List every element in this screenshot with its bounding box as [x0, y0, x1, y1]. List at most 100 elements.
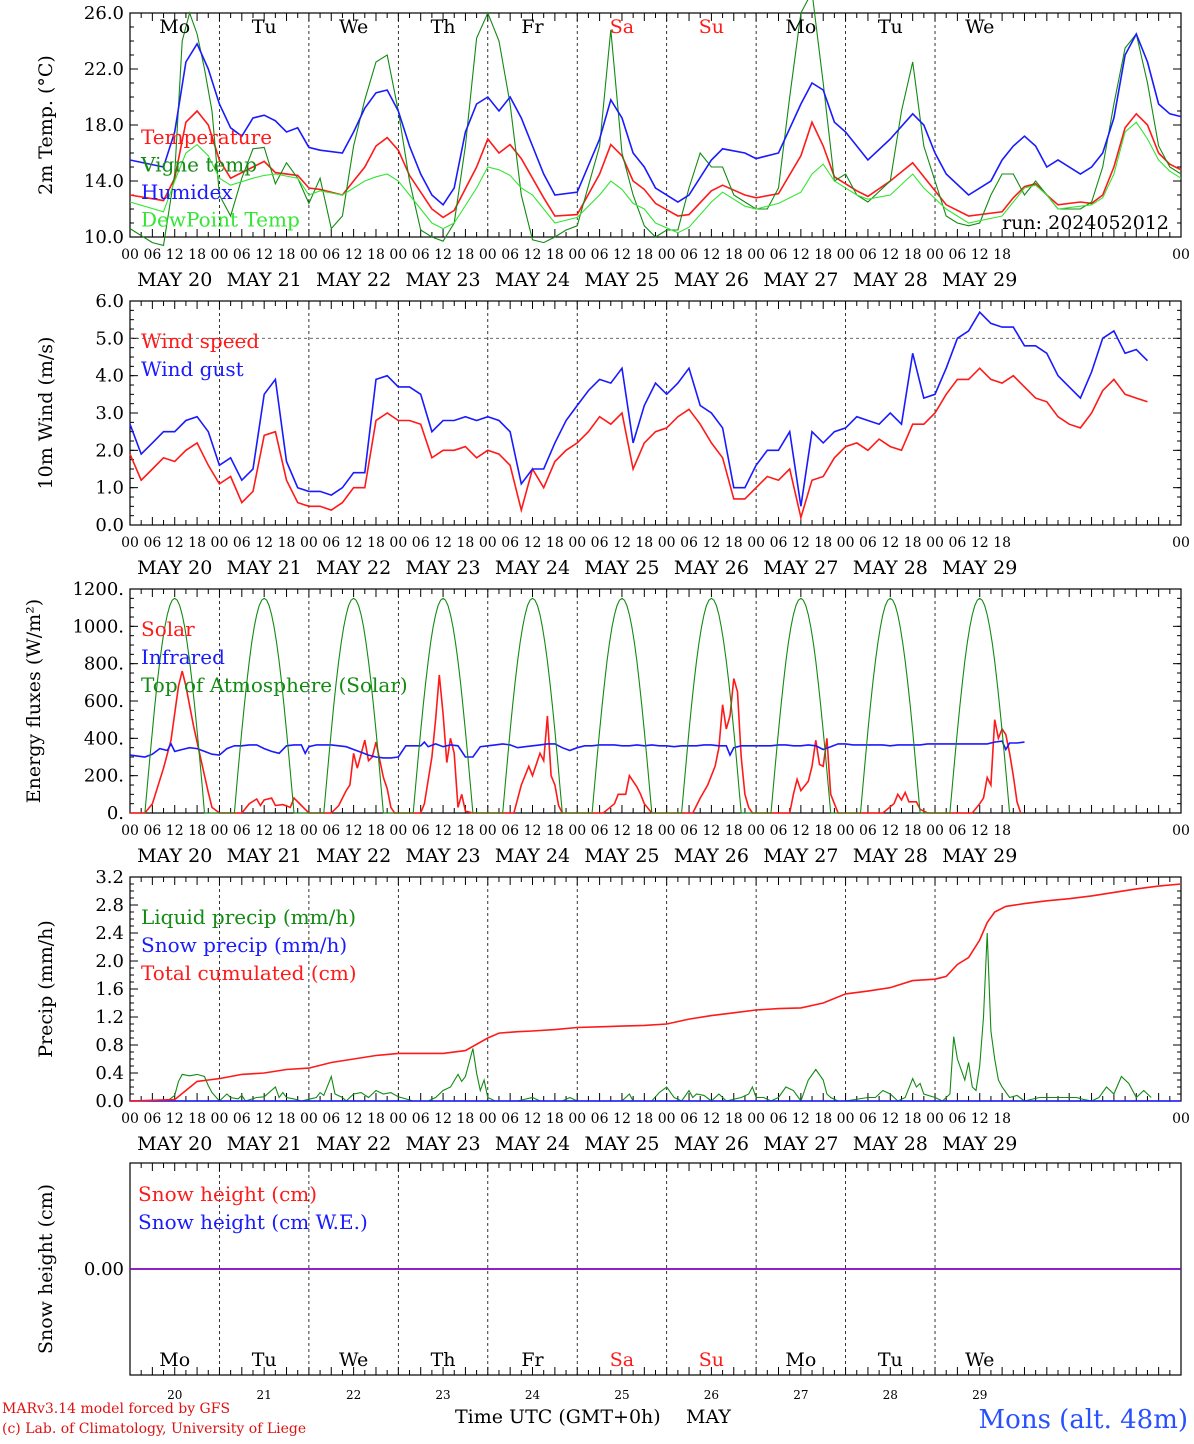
y-tick-label: 10.0: [84, 227, 124, 248]
y-tick-label: 2.0: [95, 951, 124, 972]
y-tick-label: 2.8: [95, 895, 124, 916]
hour-label: 18: [993, 823, 1011, 839]
hour-label: 06: [948, 823, 966, 839]
hour-label: 00: [747, 1111, 765, 1127]
y-tick-label: 1.0: [95, 478, 124, 499]
hour-label: 00: [300, 247, 318, 263]
hour-label: 06: [591, 535, 609, 551]
hour-label: 18: [457, 247, 475, 263]
hour-label: 12: [702, 535, 720, 551]
hour-label: 12: [166, 535, 184, 551]
hour-label: 12: [613, 823, 631, 839]
date-label: MAY 27: [763, 1133, 838, 1155]
date-label: MAY 24: [495, 1133, 570, 1155]
weekday-label: Tu: [252, 16, 277, 38]
date-label: MAY 29: [942, 557, 1017, 579]
weekday-label: Sa: [610, 1349, 634, 1371]
hour-label: 18: [546, 535, 564, 551]
hour-label: 00: [1172, 823, 1190, 839]
series-line-total-cumulated-cm: [129, 883, 1182, 1102]
date-label: MAY 25: [584, 1133, 659, 1155]
date-label: MAY 28: [853, 845, 928, 867]
hour-label: 12: [166, 1111, 184, 1127]
legend-total-cumulated-cm: Total cumulated (cm): [141, 961, 357, 985]
hour-label: 18: [904, 1111, 922, 1127]
hour-label: 12: [702, 247, 720, 263]
day-number-label: 23: [435, 1388, 450, 1402]
date-label: MAY 29: [942, 269, 1017, 291]
series-line-humidex: [129, 32, 1182, 207]
weekday-label: Sa: [610, 16, 634, 38]
hour-label: 12: [881, 247, 899, 263]
weekday-label: Th: [431, 1349, 456, 1371]
y-tick-label: 1000.: [72, 616, 124, 637]
hour-label: 06: [233, 535, 251, 551]
weekday-label: Mo: [159, 16, 190, 38]
hour-label: 00: [658, 247, 676, 263]
weekday-label: Th: [431, 16, 456, 38]
hour-label: 12: [613, 247, 631, 263]
date-label: MAY 22: [316, 269, 391, 291]
hour-label: 18: [188, 535, 206, 551]
hour-label: 06: [680, 823, 698, 839]
hour-label: 12: [971, 535, 989, 551]
y-tick-label: 2.0: [95, 440, 124, 461]
legend-liquid-precip-mm-h: Liquid precip (mm/h): [141, 905, 356, 929]
series-line-dewpoint-temp: [129, 121, 1182, 234]
hour-label: 12: [345, 247, 363, 263]
hour-label: 18: [635, 1111, 653, 1127]
y-tick-label: 4.0: [95, 366, 124, 387]
hour-label: 06: [680, 247, 698, 263]
hour-label: 18: [725, 823, 743, 839]
hour-label: 00: [389, 535, 407, 551]
hour-label: 12: [792, 1111, 810, 1127]
date-label: MAY 20: [137, 269, 212, 291]
hour-label: 06: [948, 535, 966, 551]
hour-label: 18: [904, 823, 922, 839]
hour-label: 12: [881, 535, 899, 551]
hour-label: 06: [412, 247, 430, 263]
series-line-temperature: [129, 109, 1182, 219]
hour-label: 18: [457, 1111, 475, 1127]
hour-label: 00: [300, 535, 318, 551]
date-label: MAY 22: [316, 1133, 391, 1155]
date-label: MAY 22: [316, 845, 391, 867]
hour-label: 00: [658, 1111, 676, 1127]
hour-label: 12: [345, 1111, 363, 1127]
y-axis-label: Energy fluxes (W/m²): [23, 599, 45, 803]
date-label: MAY 21: [227, 1133, 302, 1155]
hour-label: 06: [322, 823, 340, 839]
date-label: MAY 23: [405, 1133, 480, 1155]
legend-wind-gust: Wind gust: [141, 357, 244, 381]
date-label: MAY 29: [942, 845, 1017, 867]
hour-label: 12: [255, 1111, 273, 1127]
hour-label: 12: [524, 823, 542, 839]
y-axis-label: 10m Wind (m/s): [35, 337, 57, 490]
hour-label: 00: [479, 1111, 497, 1127]
hour-label: 00: [211, 823, 229, 839]
hour-label: 06: [143, 823, 161, 839]
hour-label: 12: [434, 535, 452, 551]
hour-label: 06: [322, 1111, 340, 1127]
hour-label: 06: [412, 823, 430, 839]
series-line-top-of-atmosphere-solar: [144, 597, 1011, 814]
weekday-label: Fr: [521, 1349, 544, 1371]
hour-label: 00: [389, 1111, 407, 1127]
hour-label: 00: [747, 535, 765, 551]
date-label: MAY 23: [405, 269, 480, 291]
footer-copyright: (c) Lab. of Climatology, University of L…: [2, 1421, 306, 1437]
hour-label: 12: [702, 823, 720, 839]
y-tick-label: 22.0: [84, 59, 124, 80]
hour-label: 06: [948, 1111, 966, 1127]
date-label: MAY 27: [763, 557, 838, 579]
hour-label: 00: [121, 247, 139, 263]
hour-label: 06: [501, 823, 519, 839]
chart-panel-1: 10.014.018.022.026.02m Temp. (°C)00 06 12 1…: [35, 0, 1190, 291]
legend-top-of-atmosphere-solar: Top of Atmosphere (Solar): [141, 673, 408, 697]
y-tick-label: 3.2: [95, 867, 124, 888]
day-number-label: 22: [346, 1388, 361, 1402]
hour-label: 00: [300, 1111, 318, 1127]
hour-label: 06: [233, 823, 251, 839]
